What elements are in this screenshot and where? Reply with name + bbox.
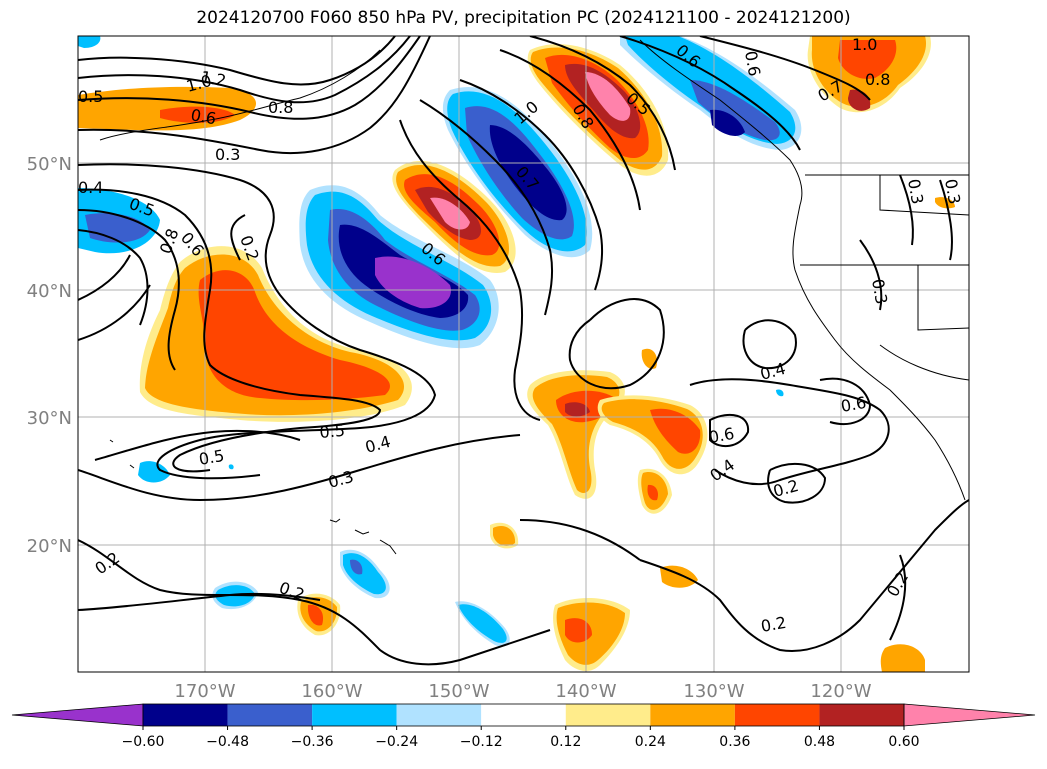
lat-label: 40°N (27, 281, 72, 302)
contour-label: 0.8 (865, 70, 890, 89)
lat-label: 30°N (27, 408, 72, 429)
colorbar-extend-low (11, 703, 144, 727)
colorbar-tick-label: 0.60 (888, 734, 919, 750)
colorbar-swatch (481, 704, 566, 726)
longitude-labels: 170°W 160°W 150°W 140°W 130°W 120°W (174, 681, 871, 702)
colorbar-tick-label: 0.36 (719, 734, 750, 750)
graticule (78, 36, 969, 672)
colorbar: −0.60 −0.48 −0.36 −0.24 −0.12 0.12 0.24 0.36 0.4… (11, 703, 1036, 750)
contour-label-group: 1.2 1.0 0.5 0.6 0.8 0.3 0.4 0.5 0.8 0.6 … (78, 35, 964, 636)
contour-label: 0.2 (759, 613, 787, 636)
contour-label: 0.3 (215, 145, 240, 164)
contour-label: 0.6 (189, 105, 217, 128)
contour-label: 0.3 (868, 277, 891, 305)
contour-label: 0.4 (78, 178, 103, 197)
contour-label: 1.2 (199, 67, 227, 90)
colorbar-extend-high (903, 703, 1036, 727)
pv-contours (78, 36, 969, 666)
colorbar-tick-label: 0.12 (550, 734, 581, 750)
colorbar-swatch (143, 704, 228, 726)
contour-label: 1.0 (852, 35, 877, 54)
colorbar-swatch (396, 704, 482, 726)
colorbar-tick-label: −0.12 (460, 734, 503, 750)
contour-label: 0.3 (941, 177, 964, 205)
contour-label: 0.6 (707, 424, 735, 447)
latitude-labels: 50°N 40°N 30°N 20°N (27, 154, 72, 557)
contour-label: 0.8 (268, 98, 293, 117)
colorbar-swatch (565, 704, 651, 726)
contour-label: 0.5 (78, 87, 103, 106)
lon-label: 130°W (683, 681, 744, 702)
lon-label: 140°W (555, 681, 616, 702)
contour-label: 0.3 (904, 177, 927, 205)
lat-label: 50°N (27, 154, 72, 175)
contour-label: 0.6 (741, 49, 764, 77)
lon-label: 160°W (301, 681, 362, 702)
colorbar-border (142, 703, 905, 727)
lon-label: 170°W (174, 681, 235, 702)
colorbar-swatch (312, 704, 397, 726)
colorbar-swatch (819, 704, 904, 726)
lat-label: 20°N (27, 536, 72, 557)
colorbar-tick-label: −0.48 (206, 734, 249, 750)
contour-label: 0.5 (319, 421, 346, 442)
map-frame (77, 35, 970, 673)
colorbar-swatch (650, 704, 735, 726)
lon-label: 150°W (428, 681, 489, 702)
colorbar-tick-label: −0.24 (375, 734, 418, 750)
colorbar-tick-label: −0.36 (291, 734, 334, 750)
coastlines (99, 39, 969, 555)
lon-label: 120°W (810, 681, 871, 702)
colorbar-swatch (734, 704, 820, 726)
contour-label: 0.6 (839, 393, 867, 416)
colorbar-tick-label: 0.48 (804, 734, 835, 750)
colorbar-swatch (227, 704, 313, 726)
map-title: 2024120700 F060 850 hPa PV, precipitatio… (196, 8, 851, 28)
colorbar-tick-label: −0.60 (122, 734, 165, 750)
contour-label: 0.5 (197, 446, 225, 469)
colorbar-tick-label: 0.24 (635, 734, 666, 750)
